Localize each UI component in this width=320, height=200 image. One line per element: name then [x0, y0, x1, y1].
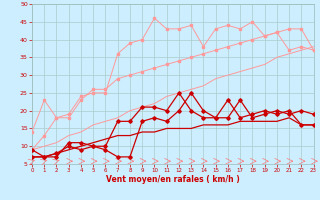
X-axis label: Vent moyen/en rafales ( km/h ): Vent moyen/en rafales ( km/h ): [106, 175, 240, 184]
